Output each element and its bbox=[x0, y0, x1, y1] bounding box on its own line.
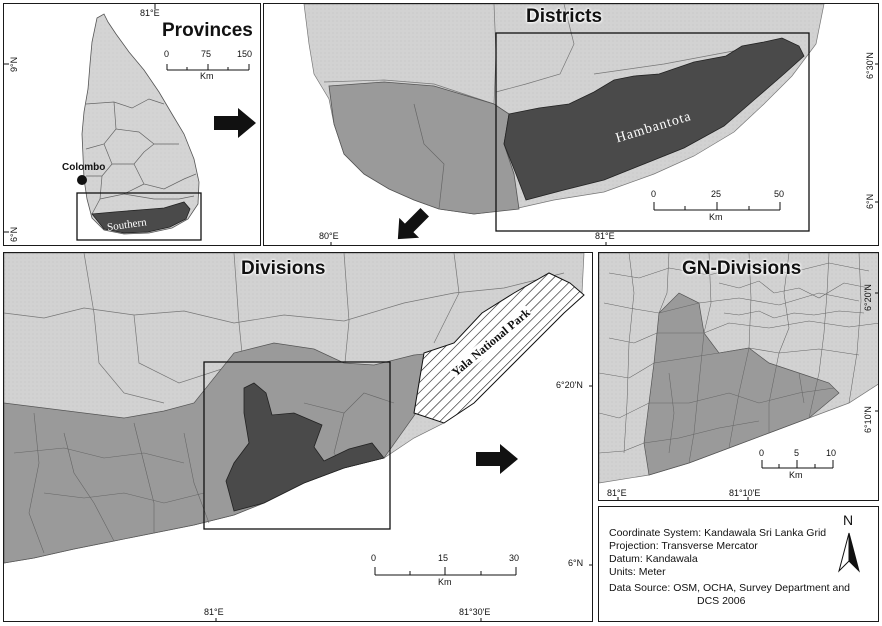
divisions-panel: Divisions 81°E 81°30'E 6°20'N 6°N 0 15 3… bbox=[3, 252, 593, 622]
gn-lat-tick-620n: 6°20'N bbox=[863, 284, 873, 311]
districts-inset-box bbox=[495, 32, 810, 232]
data-source-cont: DCS 2006 bbox=[697, 595, 746, 607]
provinces-scale-150: 150 bbox=[237, 49, 253, 59]
districts-title: Districts bbox=[526, 6, 603, 27]
colombo-marker bbox=[77, 175, 87, 185]
sri-lanka-island bbox=[81, 13, 200, 235]
gn-scale-0: 0 bbox=[759, 448, 765, 458]
districts-scale-bar bbox=[653, 202, 781, 211]
coordinate-system: Coordinate System: Kandawala Sri Lanka G… bbox=[609, 527, 827, 539]
gn-lat-tick-610n: 6°10'N bbox=[863, 406, 873, 433]
districts-scale-unit: Km bbox=[709, 212, 723, 222]
districts-lat-tick-6n: 6°N bbox=[865, 193, 875, 209]
gn-boundaries bbox=[599, 253, 878, 464]
divisions-lat-tick-620n: 6°20'N bbox=[556, 380, 583, 390]
districts-lon-tick-80e: 80°E bbox=[319, 231, 339, 241]
units: Units: Meter bbox=[609, 566, 666, 578]
districts-lon-tick-81e: 81°E bbox=[595, 231, 615, 241]
gn-lon-tick-81e: 81°E bbox=[607, 488, 627, 498]
provinces-scale-bar bbox=[166, 64, 250, 71]
southern-inset-box bbox=[76, 192, 202, 241]
selected-division bbox=[225, 382, 385, 512]
arrow-right-icon-2 bbox=[476, 444, 518, 474]
divisions-title: Divisions bbox=[241, 258, 326, 279]
gn-scale-10: 10 bbox=[826, 448, 837, 458]
divisions-map bbox=[4, 253, 592, 621]
provinces-lat-tick-9n: 9°N bbox=[9, 56, 19, 72]
gn-scale-bar bbox=[761, 460, 834, 469]
districts-panel: Districts 80°E 81°E 6°30'N 6°N 0 25 50 K… bbox=[263, 3, 879, 246]
data-source: Data Source: OSM, OCHA, Survey Departmen… bbox=[609, 582, 851, 594]
north-arrow-icon bbox=[838, 532, 860, 573]
gn-scale-5: 5 bbox=[794, 448, 800, 458]
divisions-scale-15: 15 bbox=[438, 553, 449, 563]
divisions-lat-tick-6n: 6°N bbox=[568, 558, 584, 568]
datum: Datum: Kandawala bbox=[609, 553, 698, 565]
districts-scale-50: 50 bbox=[774, 189, 785, 199]
yala-national-park bbox=[413, 272, 585, 424]
gn-divisions-panel: GN-Divisions 81°E 81°10'E 6°20'N 6°10'N … bbox=[598, 252, 879, 501]
arrow-right-icon bbox=[214, 108, 256, 138]
districts-scale-25: 25 bbox=[711, 189, 722, 199]
gn-lon-tick-8110e: 81°10'E bbox=[729, 488, 761, 498]
southern-province bbox=[91, 201, 191, 234]
map-metadata: Coordinate System: Kandawala Sri Lanka G… bbox=[609, 527, 850, 608]
divisions-scale-0: 0 bbox=[371, 553, 377, 563]
provinces-lat-tick-6n: 6°N bbox=[9, 226, 19, 242]
districts-map bbox=[303, 4, 878, 245]
gn-divisions-map bbox=[599, 253, 878, 500]
projection: Projection: Transverse Mercator bbox=[609, 540, 758, 552]
divisions-lon-tick-8130e: 81°30'E bbox=[459, 607, 491, 617]
divisions-inset-box bbox=[203, 361, 391, 530]
north-label: N bbox=[843, 512, 854, 528]
hambantota-district bbox=[503, 37, 805, 201]
divisions-lon-tick-81e: 81°E bbox=[204, 607, 224, 617]
provinces-scale-0: 0 bbox=[164, 49, 170, 59]
provinces-lon-tick: 81°E bbox=[140, 8, 160, 18]
gn-selected-area bbox=[643, 292, 840, 476]
divisions-scale-unit: Km bbox=[438, 577, 452, 587]
districts-scale-0: 0 bbox=[651, 189, 657, 199]
provinces-title: Provinces bbox=[162, 20, 253, 41]
divisions-scale-30: 30 bbox=[509, 553, 520, 563]
districts-lat-tick-630n: 6°30'N bbox=[865, 52, 875, 79]
arrow-down-left-icon bbox=[397, 208, 429, 240]
info-panel: Coordinate System: Kandawala Sri Lanka G… bbox=[598, 506, 879, 622]
divisions-scale-bar bbox=[374, 567, 517, 576]
gn-scale-unit: Km bbox=[789, 470, 803, 480]
colombo-label: Colombo bbox=[62, 162, 106, 173]
gn-divisions-title: GN-Divisions bbox=[682, 258, 802, 279]
provinces-scale-75: 75 bbox=[201, 49, 212, 59]
provinces-map bbox=[4, 4, 250, 241]
provinces-scale-unit: Km bbox=[200, 71, 214, 81]
